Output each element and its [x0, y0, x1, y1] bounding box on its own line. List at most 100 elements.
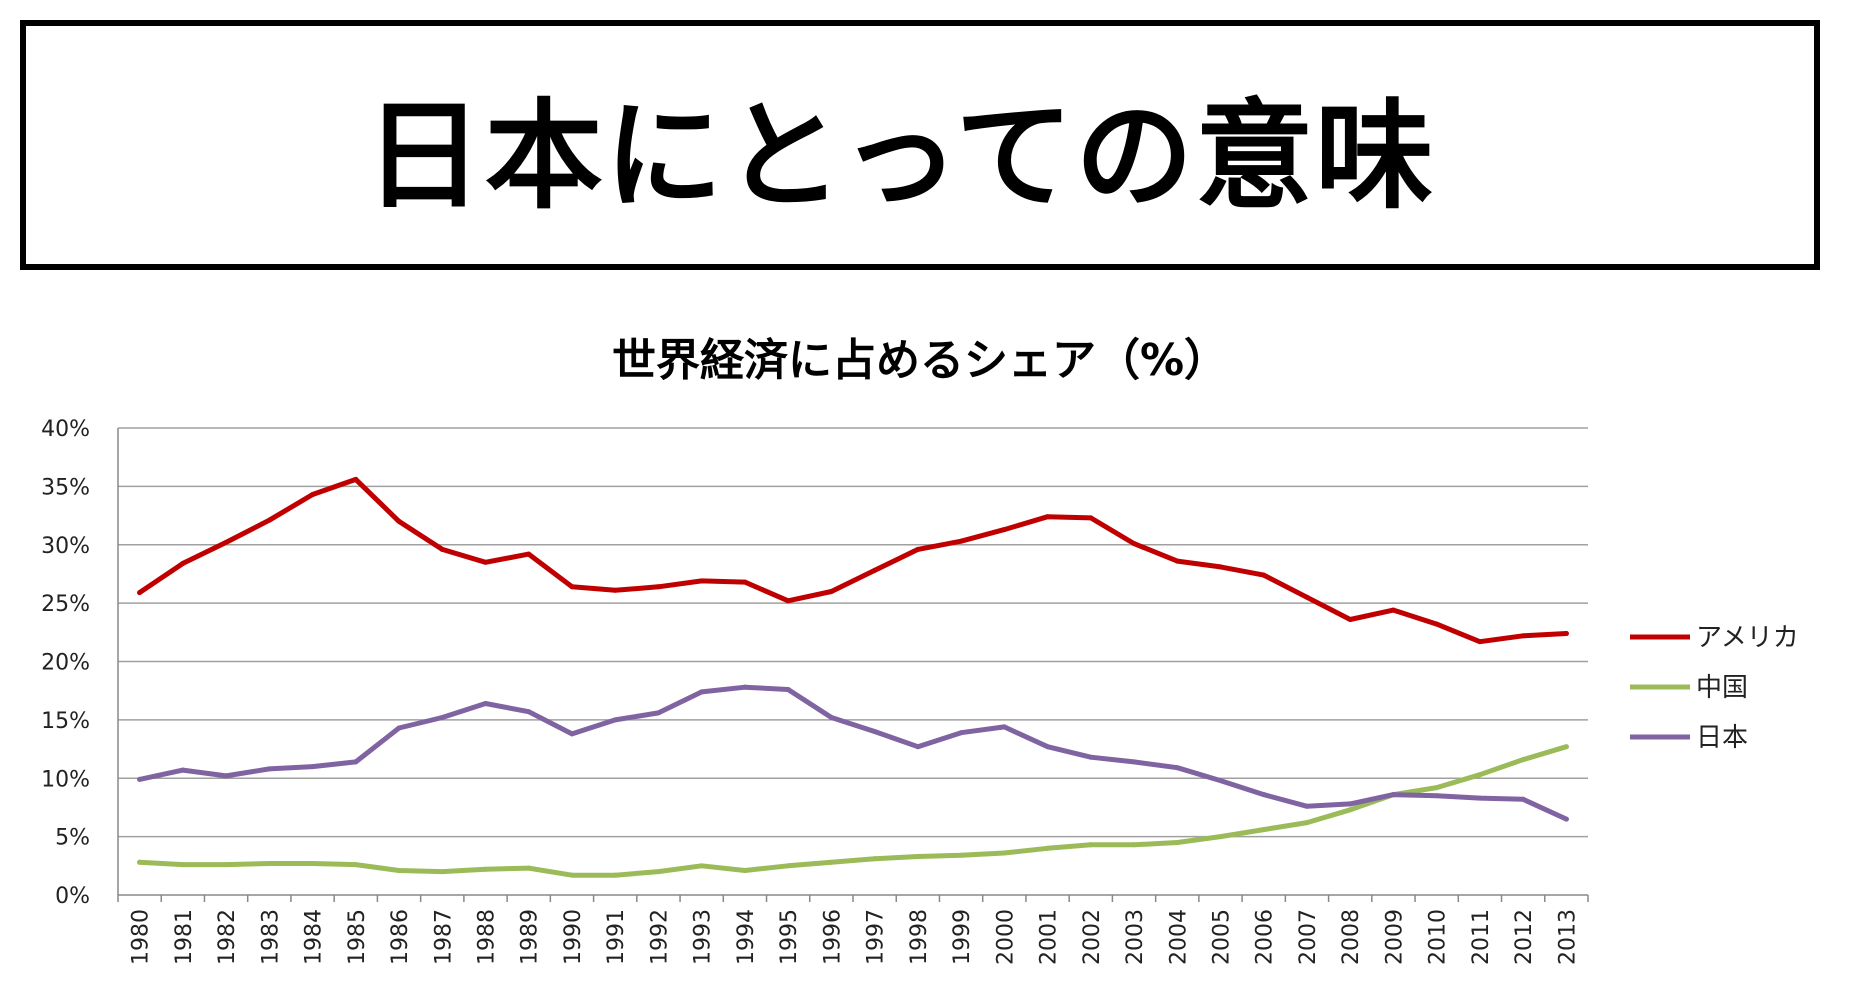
series-line-0	[137, 476, 1569, 645]
data-point-series-0	[1174, 558, 1180, 564]
data-point-series-1	[1347, 807, 1353, 813]
data-point-series-1	[137, 859, 143, 865]
x-tick-label: 2006	[1253, 909, 1278, 965]
data-point-series-0	[872, 567, 878, 573]
data-point-series-0	[1001, 527, 1007, 533]
data-point-series-0	[223, 539, 229, 545]
data-point-series-1	[310, 860, 316, 866]
data-point-series-2	[1045, 744, 1051, 750]
x-tick-label: 1994	[734, 909, 759, 965]
data-point-series-1	[1563, 744, 1569, 750]
data-point-series-1	[1174, 839, 1180, 845]
x-tick-label: 1992	[647, 909, 672, 965]
data-point-series-2	[785, 687, 791, 693]
x-tick-label: 2007	[1296, 909, 1321, 965]
data-point-series-1	[785, 863, 791, 869]
data-point-series-1	[699, 863, 705, 869]
data-point-series-2	[526, 709, 532, 715]
data-point-series-2	[1390, 792, 1396, 798]
legend-label-0: アメリカ	[1696, 623, 1799, 653]
y-tick-label: 35%	[41, 475, 90, 500]
data-point-series-2	[1001, 724, 1007, 730]
x-tick-label: 1989	[518, 909, 543, 965]
data-point-series-0	[699, 578, 705, 584]
x-tick-label: 1985	[345, 909, 370, 965]
data-point-series-0	[1131, 541, 1137, 547]
slide-title: 日本にとっての意味	[364, 86, 1436, 225]
data-point-series-1	[1088, 842, 1094, 848]
x-tick-label: 1981	[172, 909, 197, 965]
data-point-series-0	[742, 579, 748, 585]
data-point-series-2	[1131, 759, 1137, 765]
data-point-series-0	[1045, 514, 1051, 520]
data-point-series-1	[1477, 772, 1483, 778]
x-axis-ticks: 1980 1981 1982 1983 1984 1985 1986 1987 1988 1989…	[117, 895, 1589, 965]
data-point-series-1	[1131, 842, 1137, 848]
data-point-series-2	[439, 715, 445, 721]
x-tick-label: 2008	[1339, 909, 1364, 965]
data-point-series-0	[396, 518, 402, 524]
data-point-series-0	[958, 538, 964, 544]
data-point-series-2	[1174, 765, 1180, 771]
data-point-series-1	[915, 853, 921, 859]
data-point-series-0	[310, 492, 316, 498]
x-tick-label: 2010	[1426, 909, 1451, 965]
gridlines	[117, 427, 1588, 896]
data-point-series-1	[1261, 827, 1267, 833]
data-point-series-1	[1520, 757, 1526, 763]
data-point-series-2	[1520, 796, 1526, 802]
series-lines	[137, 476, 1569, 878]
x-tick-label: 2001	[1037, 909, 1062, 965]
y-tick-label: 40%	[41, 417, 90, 442]
data-point-series-0	[1347, 616, 1353, 622]
data-point-series-0	[1477, 639, 1483, 645]
x-tick-label: 1986	[388, 909, 413, 965]
data-point-series-1	[872, 856, 878, 862]
x-tick-label: 2013	[1555, 909, 1580, 965]
data-point-series-2	[569, 731, 575, 737]
data-point-series-2	[699, 689, 705, 695]
data-point-series-1	[828, 859, 834, 865]
data-point-series-2	[396, 725, 402, 731]
data-point-series-1	[1304, 820, 1310, 826]
data-point-series-0	[526, 551, 532, 557]
series-line-1	[137, 744, 1569, 878]
legend-label-2: 日本	[1696, 723, 1748, 753]
x-tick-label: 1984	[302, 909, 327, 965]
data-point-series-2	[828, 715, 834, 721]
data-point-series-2	[180, 767, 186, 773]
data-point-series-1	[266, 860, 272, 866]
data-point-series-1	[223, 862, 229, 868]
data-point-series-2	[915, 744, 921, 750]
x-tick-label: 2005	[1210, 909, 1235, 965]
data-point-series-0	[1088, 515, 1094, 521]
data-point-series-1	[1045, 845, 1051, 851]
x-tick-label: 1983	[258, 909, 283, 965]
data-point-series-0	[612, 587, 618, 593]
data-point-series-2	[742, 684, 748, 690]
data-point-series-2	[612, 717, 618, 723]
y-axis-ticks: 0% 5% 10% 15% 20% 25% 30% 35% 40%	[41, 417, 90, 909]
y-tick-label: 20%	[41, 651, 90, 676]
x-tick-label: 1987	[431, 909, 456, 965]
data-point-series-1	[353, 862, 359, 868]
data-point-series-0	[1434, 621, 1440, 627]
data-point-series-1	[439, 869, 445, 875]
data-point-series-2	[958, 730, 964, 736]
data-point-series-0	[1304, 594, 1310, 600]
data-point-series-0	[180, 560, 186, 566]
y-tick-label: 0%	[55, 884, 90, 909]
y-tick-label: 15%	[41, 709, 90, 734]
x-tick-label: 2002	[1080, 909, 1105, 965]
x-tick-label: 1999	[950, 909, 975, 965]
data-point-series-2	[137, 776, 143, 782]
x-tick-label: 2012	[1512, 909, 1537, 965]
x-tick-label: 1996	[820, 909, 845, 965]
data-point-series-2	[872, 729, 878, 735]
title-box: 日本にとっての意味	[20, 20, 1820, 270]
data-point-series-0	[569, 584, 575, 590]
data-point-series-2	[483, 701, 488, 707]
data-point-series-1	[612, 872, 618, 878]
